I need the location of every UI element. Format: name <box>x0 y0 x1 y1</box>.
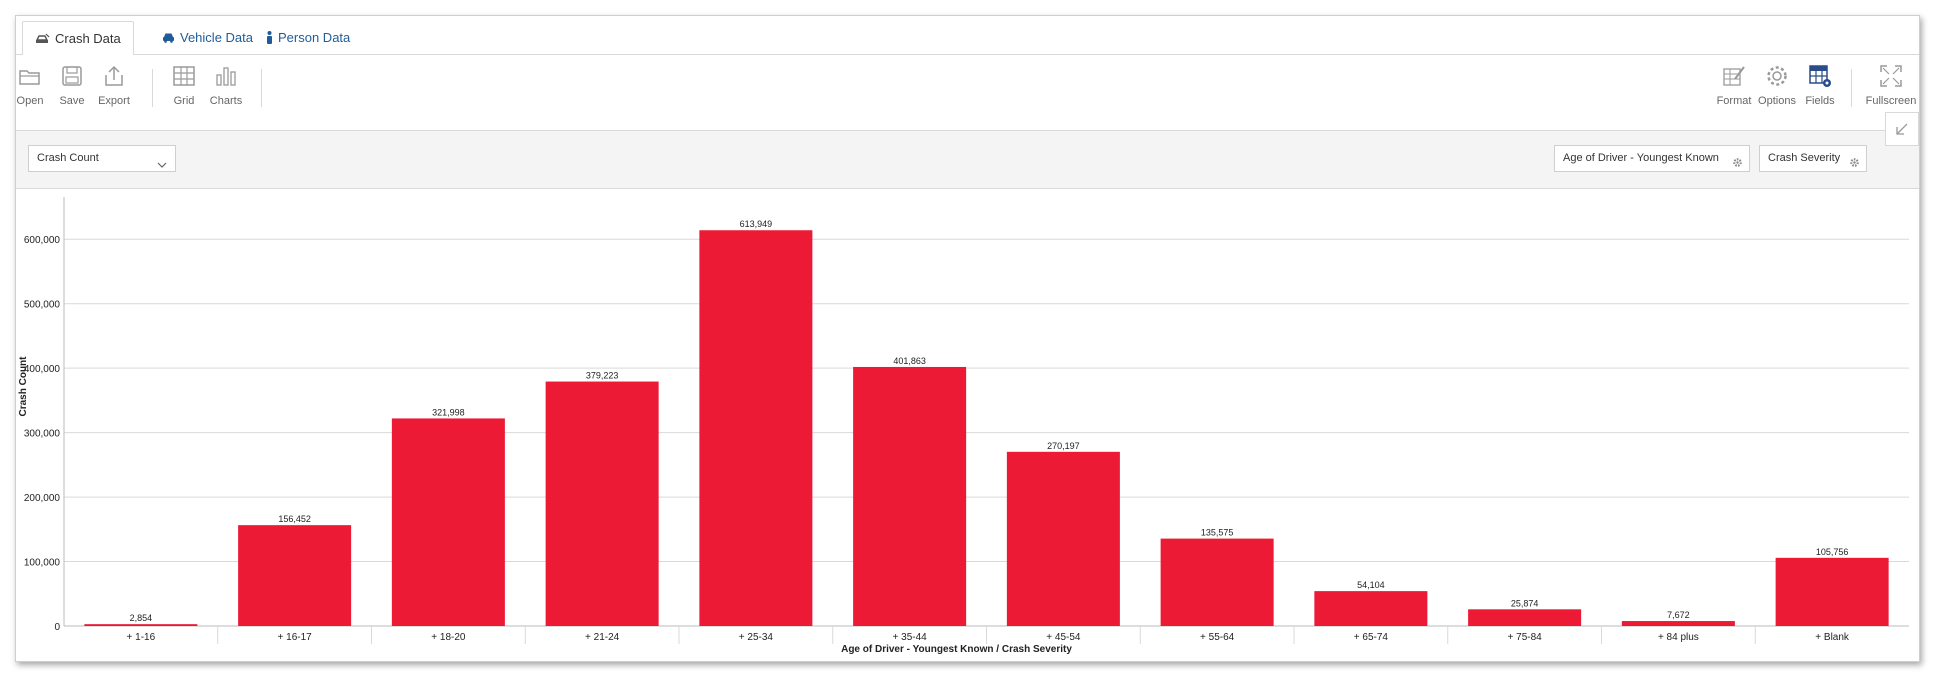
bar <box>1006 451 1120 626</box>
toolbar: Open Save Export Grid Charts <box>16 55 1919 131</box>
format-button[interactable]: Format <box>1714 63 1754 107</box>
bar <box>1314 591 1428 626</box>
bar <box>238 525 352 626</box>
column-field-pill[interactable]: Crash Severity <box>1759 145 1867 172</box>
bar-value-label: 105,756 <box>1816 547 1849 557</box>
bar-value-label: 401,863 <box>893 356 926 366</box>
options-button[interactable]: Options <box>1757 63 1797 107</box>
bar-value-label: 270,197 <box>1047 441 1080 451</box>
gear-icon[interactable] <box>1849 153 1860 178</box>
x-tick-label: + 35-44 <box>893 632 928 643</box>
row-field-pill[interactable]: Age of Driver - Youngest Known <box>1554 145 1750 172</box>
bar-value-label: 321,998 <box>432 407 465 417</box>
bar <box>1468 609 1582 626</box>
gear-icon <box>1764 63 1790 89</box>
gear-icon[interactable] <box>1732 153 1743 178</box>
column-field-label: Crash Severity <box>1768 152 1841 164</box>
x-tick-label: + 55-64 <box>1200 632 1235 643</box>
tab-bar: Crash Data Vehicle Data Person Data <box>16 16 1919 56</box>
bar <box>699 230 813 627</box>
x-tick-label: + Blank <box>1815 632 1850 643</box>
x-tick-label: + 65-74 <box>1354 632 1389 643</box>
x-tick-label: + 21-24 <box>585 632 620 643</box>
toolbar-divider <box>261 69 262 107</box>
bar-value-label: 613,949 <box>740 219 773 229</box>
bar <box>1160 538 1274 626</box>
export-icon <box>101 63 127 89</box>
tab-crash-data[interactable]: Crash Data <box>22 21 134 56</box>
folder-icon <box>17 63 43 89</box>
collapse-arrow-icon <box>1895 122 1909 141</box>
filter-row: Crash Count Age of Driver - Youngest Kno… <box>16 131 1919 189</box>
x-tick-label: + 16-17 <box>278 632 313 643</box>
fields-icon <box>1807 63 1833 89</box>
format-icon <box>1721 63 1747 89</box>
x-tick-label: + 1-16 <box>127 632 156 643</box>
y-tick-label: 200,000 <box>24 493 61 504</box>
toolbar-divider <box>152 69 153 107</box>
save-icon <box>59 63 85 89</box>
pivot-report-window: Crash Data Vehicle Data Person Data Open <box>15 15 1920 662</box>
grid-icon <box>171 63 197 89</box>
x-tick-label: + 84 plus <box>1658 632 1699 643</box>
bar-value-label: 135,575 <box>1201 528 1234 538</box>
collapse-panel-button[interactable] <box>1885 112 1919 146</box>
bar-value-label: 25,874 <box>1511 598 1539 608</box>
fields-button[interactable]: Fields <box>1800 63 1840 107</box>
bar-value-label: 379,223 <box>586 371 619 381</box>
bar-value-label: 7,672 <box>1667 610 1690 620</box>
x-tick-label: + 25-34 <box>739 632 774 643</box>
bar-value-label: 156,452 <box>278 514 311 524</box>
y-tick-label: 300,000 <box>24 429 61 440</box>
tab-label: Vehicle Data <box>180 29 253 45</box>
measure-select-value: Crash Count <box>37 152 99 164</box>
export-button[interactable]: Export <box>94 63 134 107</box>
x-tick-label: + 75-84 <box>1508 632 1543 643</box>
tab-person-data[interactable]: Person Data <box>254 21 362 54</box>
y-axis-title: Crash Count <box>18 356 29 417</box>
bar <box>84 624 198 626</box>
bar <box>545 381 659 626</box>
toolbar-divider <box>1851 69 1852 107</box>
car-icon <box>162 32 175 43</box>
tab-label: Person Data <box>278 29 351 45</box>
y-tick-label: 600,000 <box>24 235 61 246</box>
grid-button[interactable]: Grid <box>164 63 204 107</box>
person-icon <box>266 31 273 44</box>
measure-select[interactable]: Crash Count <box>28 145 176 172</box>
bar-value-label: 54,104 <box>1357 580 1385 590</box>
bar <box>1775 557 1889 626</box>
tab-vehicle-data[interactable]: Vehicle Data <box>150 21 265 54</box>
row-field-label: Age of Driver - Youngest Known <box>1563 152 1719 164</box>
bar-value-label: 2,854 <box>130 613 153 623</box>
bar <box>853 366 967 626</box>
y-tick-label: 500,000 <box>24 300 61 311</box>
tab-label: Crash Data <box>55 30 121 46</box>
y-tick-label: 400,000 <box>24 364 61 375</box>
car-crash-icon <box>35 33 50 45</box>
y-tick-label: 0 <box>54 622 60 633</box>
bar-chart-icon <box>213 63 239 89</box>
x-tick-label: + 45-54 <box>1046 632 1081 643</box>
x-tick-label: + 18-20 <box>431 632 466 643</box>
bar-chart: 0 100,000 200,000 300,000 400,000 500,000 600,… <box>18 197 1909 655</box>
chart-area: 0 100,000 200,000 300,000 400,000 500,000 600,… <box>16 189 1919 661</box>
chevron-down-icon <box>157 154 167 179</box>
fullscreen-button[interactable]: Fullscreen <box>1863 63 1919 107</box>
fullscreen-icon <box>1878 63 1904 89</box>
save-button[interactable]: Save <box>52 63 92 107</box>
x-axis-title: Age of Driver - Youngest Known / Crash S… <box>841 644 1072 655</box>
charts-button[interactable]: Charts <box>206 63 246 107</box>
open-button[interactable]: Open <box>16 63 50 107</box>
bar <box>1621 621 1735 626</box>
y-tick-label: 100,000 <box>24 558 61 569</box>
bar <box>391 418 505 626</box>
